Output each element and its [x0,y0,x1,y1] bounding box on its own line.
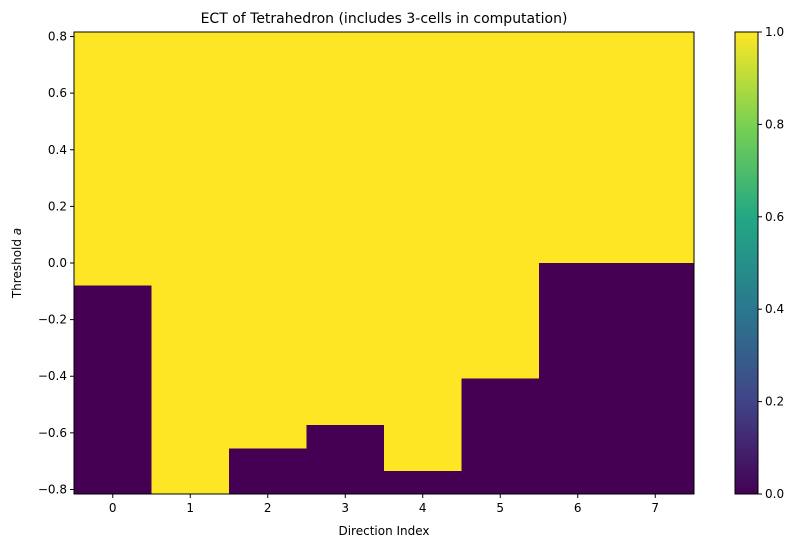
colorbar-tick-label: 1.0 [765,25,784,39]
heatmap-cell-low-dir-5 [461,378,539,494]
y-tick-label: 0.6 [48,86,67,100]
heatmap-cell-high-dir-0 [74,32,152,286]
x-axis-ticks: 0 1 2 3 4 5 6 7 [109,494,659,515]
x-tick-label: 6 [574,501,582,515]
x-tick-label: 7 [651,501,659,515]
colorbar-tick-label: 0.6 [765,210,784,224]
heatmap-cell-high-dir-4 [384,32,462,472]
x-tick-label: 4 [419,501,427,515]
heatmap-cell-high-dir-3 [306,32,384,426]
chart-title: ECT of Tetrahedron (includes 3-cells in … [201,11,568,27]
y-tick-label: −0.4 [38,369,67,383]
x-tick-label: 0 [109,501,117,515]
x-axis-label: Direction Index [338,524,429,538]
colorbar-tick-label: 0.4 [765,302,784,316]
heatmap-cell-high-dir-6 [539,32,617,263]
heatmap-cell-low-dir-2 [229,448,307,494]
x-tick-label: 3 [341,501,349,515]
y-axis-ticks: −0.8 −0.6 −0.4 −0.2 0.0 0.2 0.4 0.6 0.8 [38,30,74,496]
y-tick-label: 0.0 [48,256,67,270]
x-tick-label: 1 [186,501,194,515]
heatmap-cell-high-dir-2 [229,32,307,449]
colorbar-tick-label: 0.8 [765,117,784,131]
x-tick-label: 5 [496,501,504,515]
colorbar-tick-label: 0.2 [765,395,784,409]
heatmap-cells [74,32,694,494]
y-tick-label: 0.2 [48,199,67,213]
y-axis-label-variable: a [10,228,24,235]
colorbar-tick-label: 0.0 [765,487,784,501]
colorbar-ticks: 0.0 0.2 0.4 0.6 0.8 1.0 [758,25,784,501]
y-tick-label: 0.8 [48,30,67,44]
y-tick-label: 0.4 [48,143,67,157]
heatmap-cell-low-dir-3 [306,425,384,494]
heatmap-cell-high-dir-1 [151,32,229,494]
heatmap-cell-high-dir-5 [461,32,539,379]
y-tick-label: −0.6 [38,426,67,440]
heatmap-cell-low-dir-0 [74,285,152,494]
heatmap-cell-low-dir-7 [616,263,694,494]
heatmap-cell-low-dir-6 [539,263,617,494]
x-tick-label: 2 [264,501,272,515]
heatmap-cell-high-dir-7 [616,32,694,263]
y-tick-label: −0.2 [38,313,67,327]
y-axis-label: Threshold a [10,228,24,299]
y-tick-label: −0.8 [38,482,67,496]
heatmap-cell-low-dir-4 [384,471,462,494]
colorbar [734,31,759,495]
y-axis-label-text: Threshold [10,235,24,299]
